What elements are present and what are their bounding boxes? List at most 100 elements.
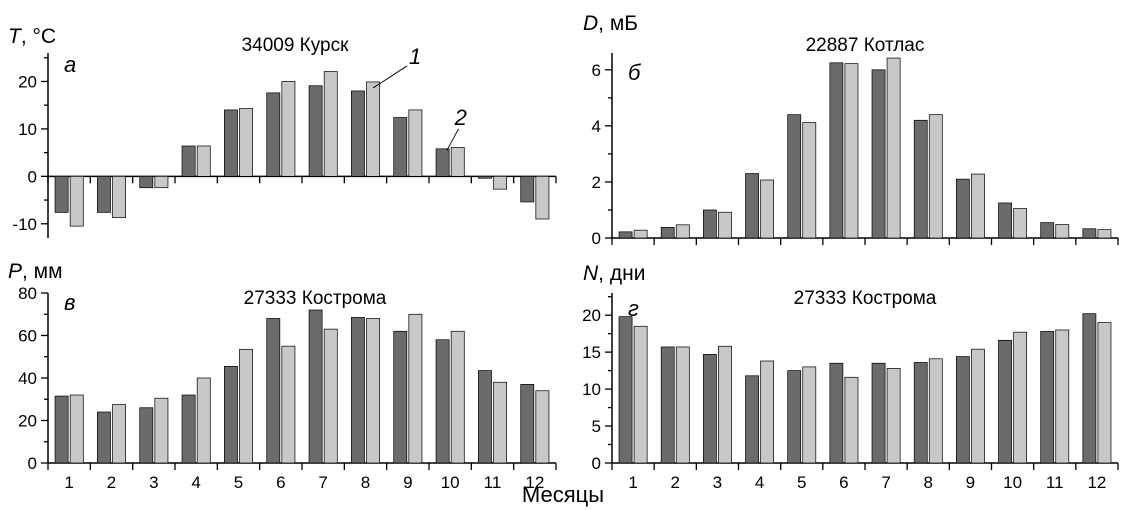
chart-panel-a: -10 0 10 20 T, °C 34009 Курск а 1 2 — [8, 25, 557, 238]
y-axis-label: P, мм — [8, 260, 63, 283]
bar-series2 — [69, 394, 84, 464]
bar-series1 — [1082, 228, 1097, 239]
x-tick-label: 11 — [484, 473, 502, 492]
bar-series2 — [196, 145, 211, 177]
bar-series2 — [1055, 224, 1070, 239]
y-axis-variable: N — [583, 262, 599, 285]
bar-series1 — [308, 85, 323, 177]
bar-series1 — [745, 173, 759, 239]
bar-series2 — [844, 63, 859, 239]
panel-title: 22887 Котлас — [806, 35, 925, 56]
bar-series2 — [408, 109, 423, 177]
y-tick-label: 80 — [18, 284, 37, 303]
y-tick-label: 20 — [18, 72, 37, 91]
bar-series1 — [1040, 222, 1055, 239]
y-tick-label: 2 — [592, 173, 601, 192]
x-tick-label: 1 — [64, 473, 73, 492]
bar-series2 — [112, 175, 126, 218]
y-axis-unit: , дни — [598, 262, 645, 285]
panel-title: 27333 Кострома — [244, 288, 387, 309]
bar-series2 — [493, 381, 507, 464]
y-tick-label: 6 — [592, 61, 601, 80]
x-tick-label: 6 — [839, 473, 848, 492]
bar-series2 — [802, 122, 817, 239]
bar-series1 — [520, 384, 535, 464]
y-axis-variable: P — [8, 260, 22, 283]
panel-title: 34009 Курск — [242, 35, 350, 56]
panel-letter: б — [628, 60, 642, 85]
bar-series2 — [535, 390, 550, 464]
bar-series1 — [54, 175, 69, 213]
bar-series2 — [760, 360, 775, 464]
x-tick-label: 9 — [966, 473, 975, 492]
annotation-leader-2 — [446, 128, 460, 152]
y-axis-variable: D — [583, 12, 598, 35]
bar-series2 — [886, 368, 901, 464]
bar-series2 — [1013, 331, 1028, 464]
bar-series1 — [1082, 313, 1097, 464]
x-tick-label: 5 — [797, 473, 806, 492]
bar-series1 — [787, 114, 802, 239]
bar-series1 — [660, 346, 675, 464]
bar-series2 — [633, 229, 648, 239]
bar-series1 — [139, 407, 154, 464]
panel-letter: а — [64, 52, 76, 77]
y-tick-label: 10 — [582, 380, 601, 399]
bar-series1 — [181, 394, 196, 464]
bar-series1 — [266, 92, 281, 177]
x-tick-label: 2 — [107, 473, 116, 492]
bar-series2 — [886, 57, 901, 239]
y-axis-label: D, мБ — [583, 12, 638, 35]
bar-series1 — [266, 318, 281, 464]
bar-series1 — [955, 356, 970, 464]
bar-series1 — [435, 339, 450, 464]
bar-series2 — [112, 404, 126, 464]
bar-series2 — [323, 328, 338, 464]
panel-letter: в — [64, 290, 75, 315]
bar-series1 — [520, 175, 535, 203]
bar-series1 — [913, 362, 928, 464]
bar-series1 — [998, 202, 1012, 239]
bar-series2 — [928, 358, 943, 464]
y-tick-label: 0 — [592, 229, 601, 248]
panel-letter: г — [628, 296, 639, 321]
bar-series1 — [618, 316, 633, 464]
y-tick-label: 4 — [592, 117, 601, 136]
panel-title: 27333 Кострома — [794, 288, 937, 309]
bar-series2 — [844, 376, 859, 464]
y-axis-unit: , мБ — [598, 12, 638, 35]
bar-series2 — [450, 330, 465, 464]
bar-series2 — [366, 81, 380, 177]
bar-series2 — [493, 175, 507, 190]
bar-series2 — [281, 345, 296, 464]
chart-panel-b: 0 2 4 6 D, мБ 22887 Котлас б — [583, 12, 1119, 248]
bar-series1 — [618, 231, 633, 239]
x-tick-label: 8 — [924, 473, 933, 492]
x-tick-label: 5 — [234, 473, 243, 492]
x-tick-label: 12 — [525, 473, 544, 492]
bar-series1 — [54, 395, 69, 464]
bar-series2 — [802, 366, 817, 464]
x-tick-label: 2 — [671, 473, 680, 492]
bar-series2 — [971, 173, 985, 239]
bar-series2 — [281, 81, 296, 177]
bar-series1 — [702, 353, 717, 464]
x-tick-label: 3 — [713, 473, 722, 492]
bar-series1 — [224, 109, 238, 177]
y-tick-label: 0 — [28, 167, 37, 186]
bar-series1 — [998, 339, 1012, 464]
bar-series1 — [478, 175, 492, 179]
bar-series2 — [323, 71, 338, 177]
x-axis-label: Месяцы — [522, 482, 604, 507]
bar-series2 — [366, 318, 380, 464]
y-axis-variable: T — [8, 25, 23, 48]
x-tick-label: 1 — [628, 473, 637, 492]
bar-series2 — [675, 224, 690, 239]
x-tick-label: 3 — [149, 473, 158, 492]
bar-series1 — [181, 145, 196, 177]
bar-series1 — [871, 69, 886, 239]
x-tick-label: 4 — [191, 473, 200, 492]
y-tick-label: 60 — [18, 327, 37, 346]
